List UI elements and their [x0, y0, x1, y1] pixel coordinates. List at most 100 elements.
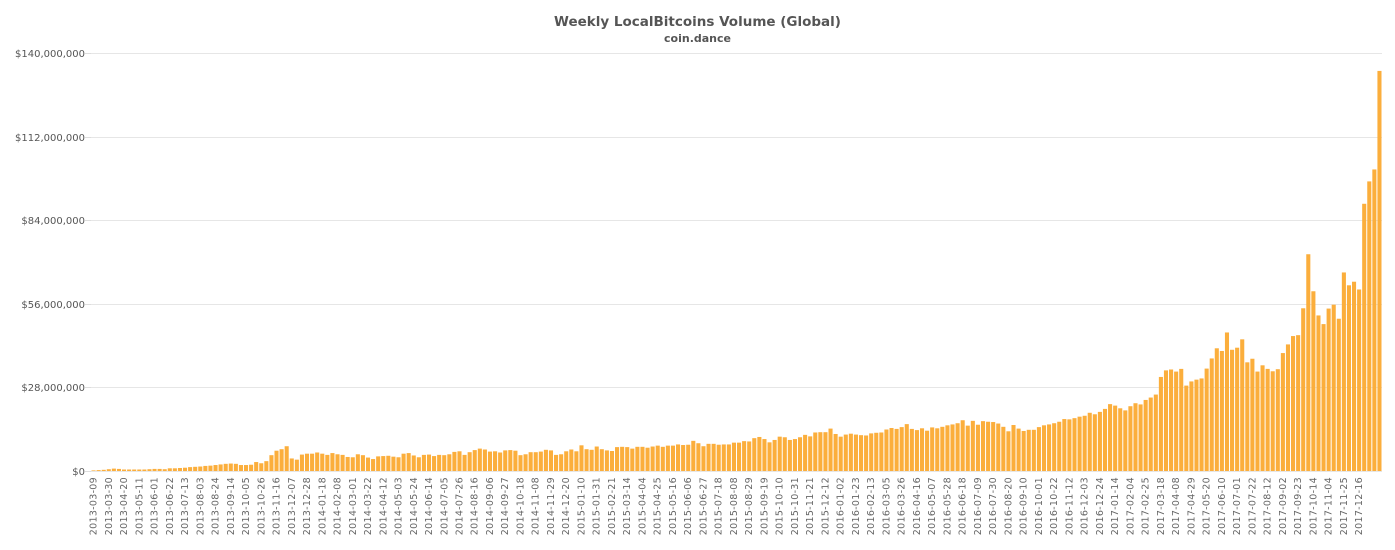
bar[interactable]	[1219, 350, 1224, 471]
bar[interactable]	[604, 450, 609, 471]
bar[interactable]	[106, 469, 111, 471]
bar[interactable]	[1169, 369, 1174, 471]
bar[interactable]	[1001, 426, 1006, 471]
bar[interactable]	[116, 468, 121, 471]
bar[interactable]	[1311, 291, 1316, 471]
bar[interactable]	[925, 430, 930, 471]
bar[interactable]	[238, 465, 243, 471]
bar[interactable]	[889, 428, 894, 471]
bar[interactable]	[447, 454, 452, 471]
bar[interactable]	[137, 469, 142, 471]
bar[interactable]	[1057, 421, 1062, 471]
bar[interactable]	[182, 467, 188, 471]
bar[interactable]	[482, 449, 487, 472]
bar[interactable]	[1331, 304, 1336, 471]
bar[interactable]	[1280, 353, 1285, 471]
bar[interactable]	[564, 451, 569, 471]
bar[interactable]	[147, 469, 152, 471]
bar[interactable]	[894, 428, 899, 471]
bar[interactable]	[1291, 336, 1296, 471]
bar[interactable]	[1224, 332, 1230, 471]
bar[interactable]	[950, 424, 955, 471]
bar[interactable]	[1128, 406, 1133, 471]
bar[interactable]	[706, 443, 711, 471]
bar[interactable]	[543, 449, 548, 471]
bar[interactable]	[508, 450, 513, 471]
bar[interactable]	[452, 451, 457, 471]
bar[interactable]	[970, 420, 975, 471]
bar[interactable]	[1245, 362, 1250, 471]
bar[interactable]	[360, 455, 365, 471]
bar[interactable]	[1062, 419, 1067, 471]
bar[interactable]	[1316, 315, 1321, 471]
bar[interactable]	[919, 428, 925, 471]
bar[interactable]	[1346, 285, 1351, 471]
bar[interactable]	[1189, 381, 1194, 471]
bar[interactable]	[523, 454, 528, 471]
bar[interactable]	[198, 466, 203, 471]
bar[interactable]	[320, 453, 325, 471]
bar[interactable]	[213, 465, 218, 471]
bar[interactable]	[193, 466, 198, 471]
bar[interactable]	[742, 441, 747, 471]
bar[interactable]	[782, 437, 787, 471]
bar[interactable]	[716, 444, 721, 471]
bar[interactable]	[1102, 408, 1108, 471]
bar[interactable]	[686, 444, 691, 471]
bar[interactable]	[391, 456, 396, 471]
bar[interactable]	[874, 432, 879, 471]
bar[interactable]	[1306, 254, 1311, 471]
bar[interactable]	[1108, 404, 1113, 471]
bar[interactable]	[243, 465, 249, 471]
bar[interactable]	[594, 446, 599, 471]
bar[interactable]	[1199, 378, 1204, 471]
bar[interactable]	[818, 432, 823, 471]
bar[interactable]	[167, 468, 172, 471]
bar[interactable]	[142, 469, 147, 471]
bar[interactable]	[421, 454, 426, 471]
bar[interactable]	[1052, 423, 1057, 471]
bar[interactable]	[371, 459, 376, 471]
bar[interactable]	[1204, 368, 1209, 471]
bar[interactable]	[426, 454, 432, 471]
bar[interactable]	[1174, 371, 1179, 471]
bar[interactable]	[757, 436, 762, 471]
bar[interactable]	[752, 438, 757, 471]
bar[interactable]	[792, 439, 797, 471]
bar[interactable]	[884, 429, 889, 472]
bar[interactable]	[437, 454, 442, 471]
bar[interactable]	[279, 449, 284, 471]
bar[interactable]	[345, 456, 350, 471]
bar[interactable]	[1352, 281, 1357, 471]
bar[interactable]	[376, 456, 381, 471]
bar[interactable]	[813, 432, 818, 471]
bar[interactable]	[528, 452, 533, 471]
bar[interactable]	[228, 463, 233, 471]
bar[interactable]	[254, 462, 259, 471]
bar[interactable]	[914, 430, 919, 471]
bar[interactable]	[569, 449, 574, 472]
bar[interactable]	[940, 426, 945, 471]
bar[interactable]	[559, 454, 564, 471]
bar[interactable]	[518, 455, 523, 471]
bar[interactable]	[701, 446, 706, 471]
bar[interactable]	[1341, 272, 1346, 471]
bar[interactable]	[731, 442, 736, 471]
bar[interactable]	[101, 469, 106, 471]
bar[interactable]	[1087, 412, 1092, 471]
bar[interactable]	[721, 444, 726, 471]
bar[interactable]	[858, 435, 864, 471]
bar[interactable]	[696, 443, 701, 471]
bar[interactable]	[665, 445, 670, 471]
bar[interactable]	[975, 424, 980, 471]
bar[interactable]	[493, 451, 498, 471]
bar[interactable]	[162, 469, 167, 471]
bar[interactable]	[1026, 429, 1031, 471]
bar[interactable]	[548, 450, 554, 471]
bar[interactable]	[1230, 349, 1235, 471]
bar[interactable]	[772, 439, 777, 471]
bar[interactable]	[533, 452, 538, 471]
bar[interactable]	[1041, 425, 1047, 471]
bar[interactable]	[787, 439, 792, 471]
bar[interactable]	[843, 434, 848, 471]
